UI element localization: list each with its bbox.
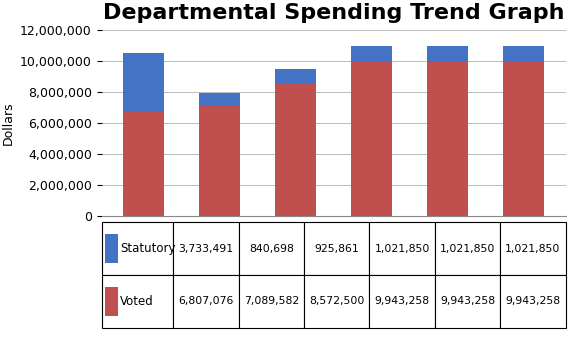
Bar	[435, 275, 500, 328]
Bar	[427, 46, 469, 62]
Text: 1,021,850: 1,021,850	[505, 244, 560, 254]
Bar	[122, 111, 164, 216]
Bar	[304, 222, 369, 275]
Bar	[173, 275, 239, 328]
Bar	[503, 46, 545, 62]
Bar	[198, 106, 240, 216]
Text: 925,861: 925,861	[314, 244, 359, 254]
Bar	[435, 222, 500, 275]
Y-axis label: Dollars: Dollars	[1, 101, 14, 145]
Bar	[350, 62, 393, 216]
Bar	[500, 275, 566, 328]
Bar	[102, 222, 173, 275]
Bar	[427, 62, 469, 216]
Bar	[274, 69, 317, 83]
Text: Statutory: Statutory	[120, 242, 176, 255]
Bar	[274, 83, 317, 216]
Bar	[304, 275, 369, 328]
Text: 9,943,258: 9,943,258	[505, 297, 560, 306]
Text: 1,021,850: 1,021,850	[440, 244, 495, 254]
Bar	[105, 287, 118, 316]
Title: Departmental Spending Trend Graph: Departmental Spending Trend Graph	[103, 3, 564, 23]
Text: 9,943,258: 9,943,258	[440, 297, 495, 306]
Text: 8,572,500: 8,572,500	[309, 297, 364, 306]
Bar	[102, 275, 173, 328]
Text: 840,698: 840,698	[249, 244, 294, 254]
Bar	[173, 222, 239, 275]
Text: 3,733,491: 3,733,491	[179, 244, 234, 254]
Bar	[239, 222, 304, 275]
Bar	[105, 234, 118, 263]
Bar	[350, 46, 393, 62]
Bar	[500, 222, 566, 275]
Bar	[198, 93, 240, 106]
Text: 9,943,258: 9,943,258	[375, 297, 430, 306]
Text: 7,089,582: 7,089,582	[244, 297, 299, 306]
Text: Voted: Voted	[120, 295, 154, 308]
Text: 6,807,076: 6,807,076	[179, 297, 234, 306]
Bar	[239, 275, 304, 328]
Bar	[369, 275, 435, 328]
Text: 1,021,850: 1,021,850	[375, 244, 430, 254]
Bar	[503, 62, 545, 216]
Bar	[369, 222, 435, 275]
Bar	[122, 53, 164, 111]
